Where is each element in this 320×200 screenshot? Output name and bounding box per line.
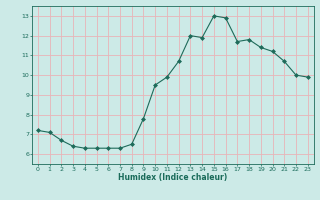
X-axis label: Humidex (Indice chaleur): Humidex (Indice chaleur) [118,173,228,182]
